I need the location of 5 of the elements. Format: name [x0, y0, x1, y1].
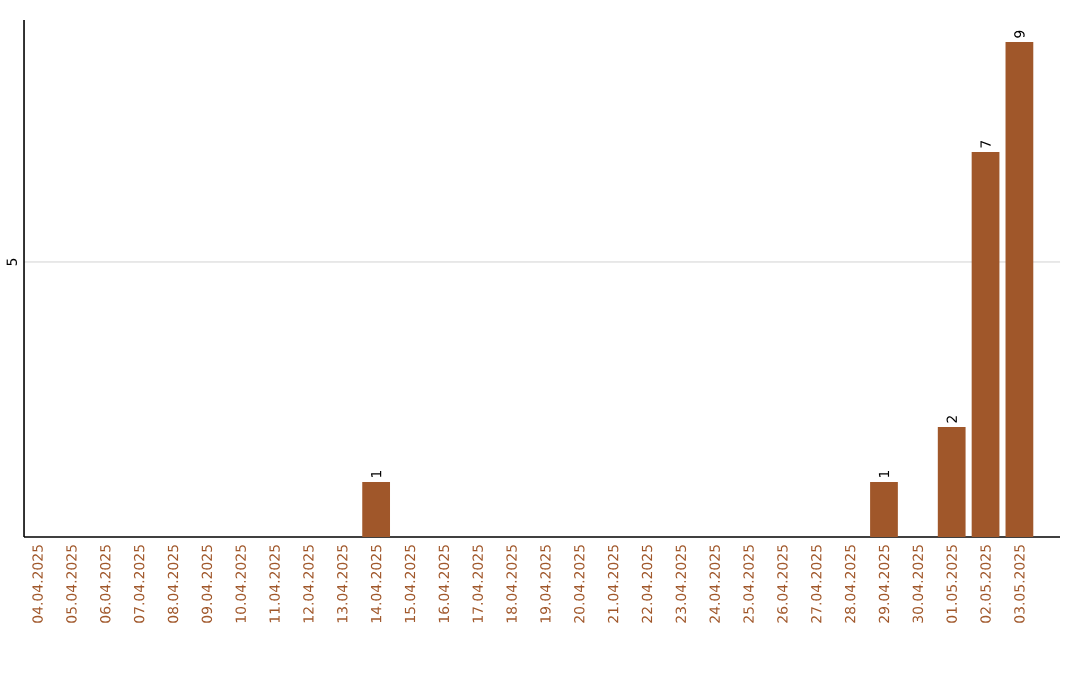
bar — [971, 151, 1000, 537]
bar — [362, 481, 391, 537]
bar — [1005, 41, 1034, 537]
bar — [937, 426, 966, 537]
bar — [870, 481, 898, 537]
